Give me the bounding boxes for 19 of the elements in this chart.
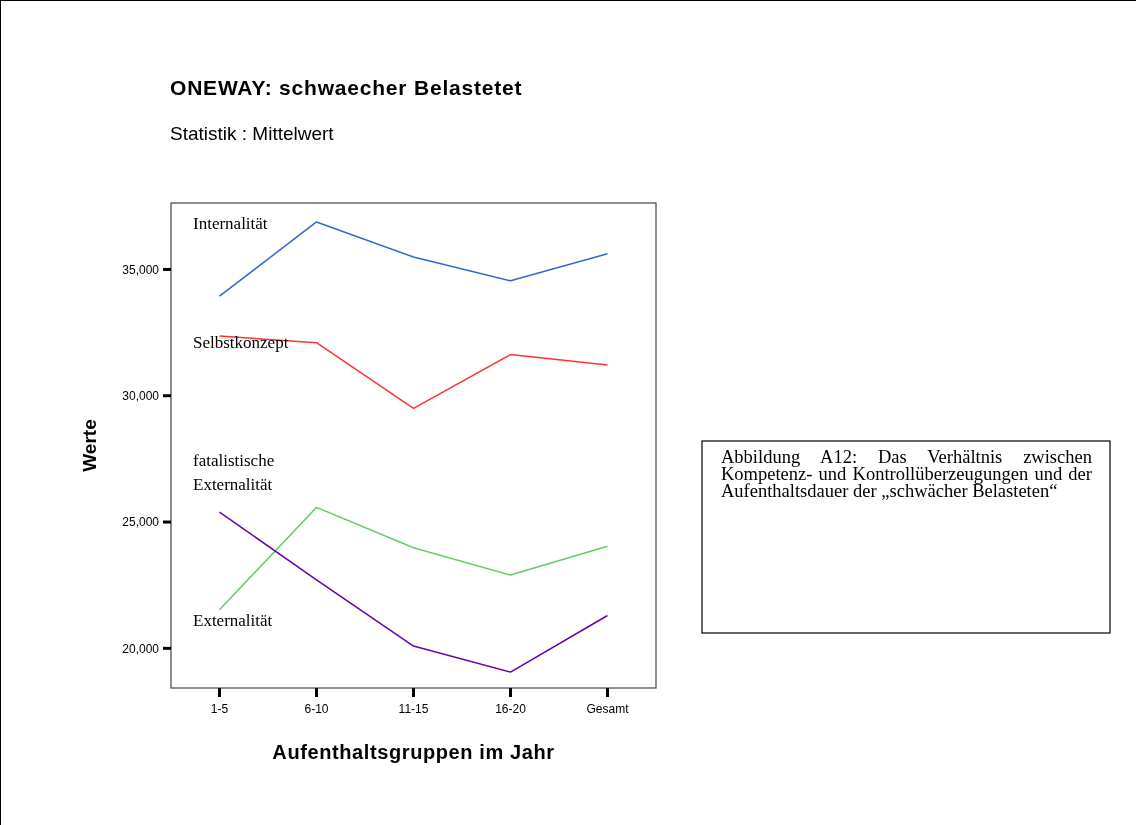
line-series bbox=[218, 506, 609, 611]
x-tick-label: Gesamt bbox=[586, 702, 630, 716]
y-tick-label: 30,000 bbox=[122, 388, 160, 403]
series-label: Externalität bbox=[193, 610, 273, 630]
y-tick-label: 25,000 bbox=[122, 515, 160, 530]
text: Abbildung A12: Das Verhältnis zwischen Kompetenz- und Kontrollüberzeugungen und der Aufenthaltsdauer der „schwächer Belasteten“ bbox=[721, 448, 1092, 501]
x-axis-title: Aufenthaltsgruppen im Jahr bbox=[272, 741, 555, 763]
y-tick-label: 35,000 bbox=[122, 262, 160, 277]
series-label: fatalistische Externalität bbox=[193, 451, 275, 495]
series-label: Selbstkonzept bbox=[193, 332, 289, 352]
x-tick-label: 16-20 bbox=[495, 702, 527, 716]
x-tick-label: 11-15 bbox=[398, 702, 429, 716]
x-tick-label: 1-5 bbox=[210, 702, 229, 716]
chart-title: ONEWAY: schwaecher Belastetet bbox=[170, 76, 523, 99]
series-label: Internalität bbox=[193, 214, 268, 234]
chart-subtitle: Statistik : Mittelwert bbox=[170, 123, 335, 144]
x-tick-label: 6-10 bbox=[304, 702, 329, 716]
y-tick-label: 20,000 bbox=[122, 641, 160, 656]
y-axis-title: Werte bbox=[79, 419, 100, 472]
